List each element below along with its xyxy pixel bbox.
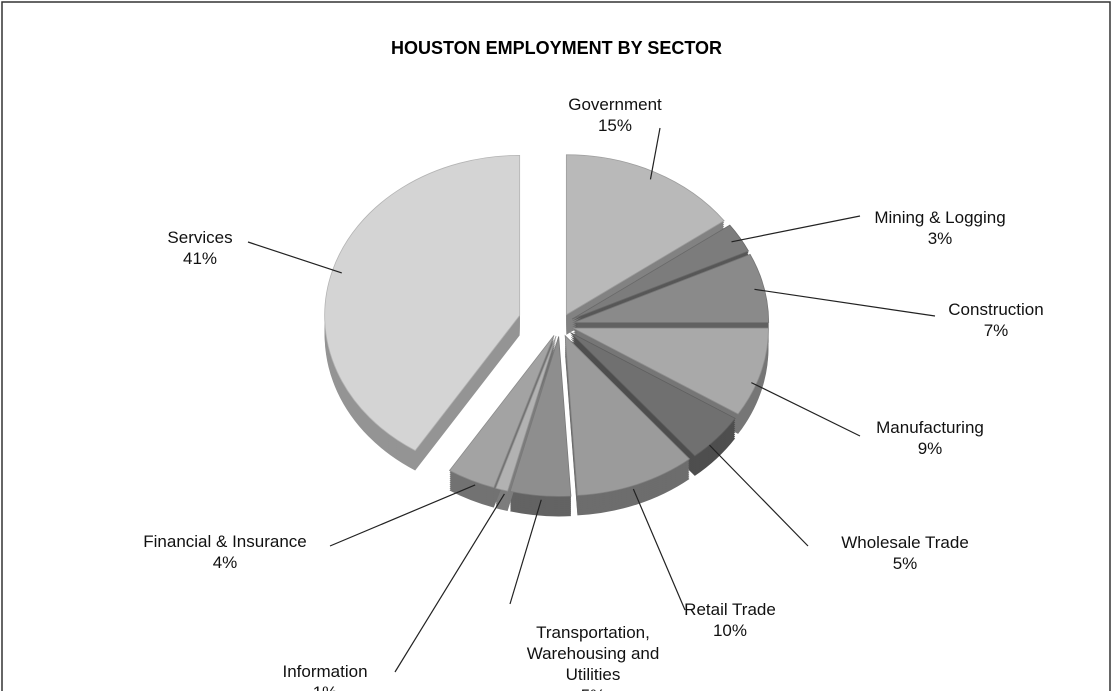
- slice-value: 5%: [892, 554, 918, 573]
- slice-label: Retail Trade 10%: [684, 599, 776, 641]
- slice: [509, 336, 572, 497]
- slice: [571, 224, 750, 320]
- slice-name: Financial & Insurance: [143, 532, 307, 551]
- slice-label: Information1%: [282, 661, 367, 691]
- leader-line: [649, 127, 661, 180]
- leader-line: [329, 484, 476, 547]
- slice: [570, 332, 736, 457]
- slice-value: 7%: [983, 321, 1009, 340]
- leader-line: [731, 215, 861, 243]
- slice-value: 9%: [917, 439, 943, 458]
- leader-line: [509, 499, 542, 605]
- slice-name: Information: [282, 662, 368, 681]
- slice-value: 10%: [712, 621, 748, 640]
- leader-line: [709, 444, 809, 547]
- slice-name: Services: [167, 228, 233, 247]
- slice-value: 3%: [927, 229, 953, 248]
- slice-label: Services 41%: [167, 227, 232, 269]
- slice-value: 5%: [506, 685, 681, 691]
- leader-line: [632, 488, 686, 611]
- slice-label: Mining & Logging 3%: [874, 207, 1005, 249]
- chart-title: HOUSTON EMPLOYMENT BY SECTOR: [390, 38, 723, 58]
- leader-line: [394, 493, 505, 673]
- slice-label: Manufacturing 9%: [876, 417, 984, 459]
- slice: [448, 335, 555, 489]
- slice: [573, 253, 770, 323]
- slice-value: 41%: [182, 249, 218, 268]
- slice: [324, 154, 521, 451]
- slice-name: Wholesale Trade: [841, 533, 969, 552]
- slice-name: Retail Trade: [684, 600, 776, 619]
- slice-label: Construction 7%: [948, 299, 1043, 341]
- slice-name: Mining & Logging: [874, 208, 1006, 227]
- leader-line: [751, 382, 861, 437]
- slice-value: 4%: [212, 553, 238, 572]
- slice-label: Government 15%: [568, 94, 662, 136]
- slice-name: Government: [568, 95, 662, 114]
- slice: [495, 335, 557, 492]
- slice-label: Financial & Insurance 4%: [143, 531, 306, 573]
- slice: [573, 327, 769, 415]
- slice: [564, 334, 691, 496]
- slice-name: Manufacturing: [876, 418, 984, 437]
- leader-line: [754, 288, 936, 317]
- slice-label: Wholesale Trade 5%: [841, 532, 969, 574]
- slice-value: 1%: [282, 682, 367, 691]
- slice-value: 15%: [597, 116, 633, 135]
- slice: [565, 154, 725, 316]
- slice-label: Transportation, Warehousing and Utilitie…: [506, 622, 681, 691]
- slice-name: Construction: [948, 300, 1044, 319]
- leader-line: [247, 241, 342, 274]
- slice-name: Transportation, Warehousing and Utilitie…: [526, 623, 660, 684]
